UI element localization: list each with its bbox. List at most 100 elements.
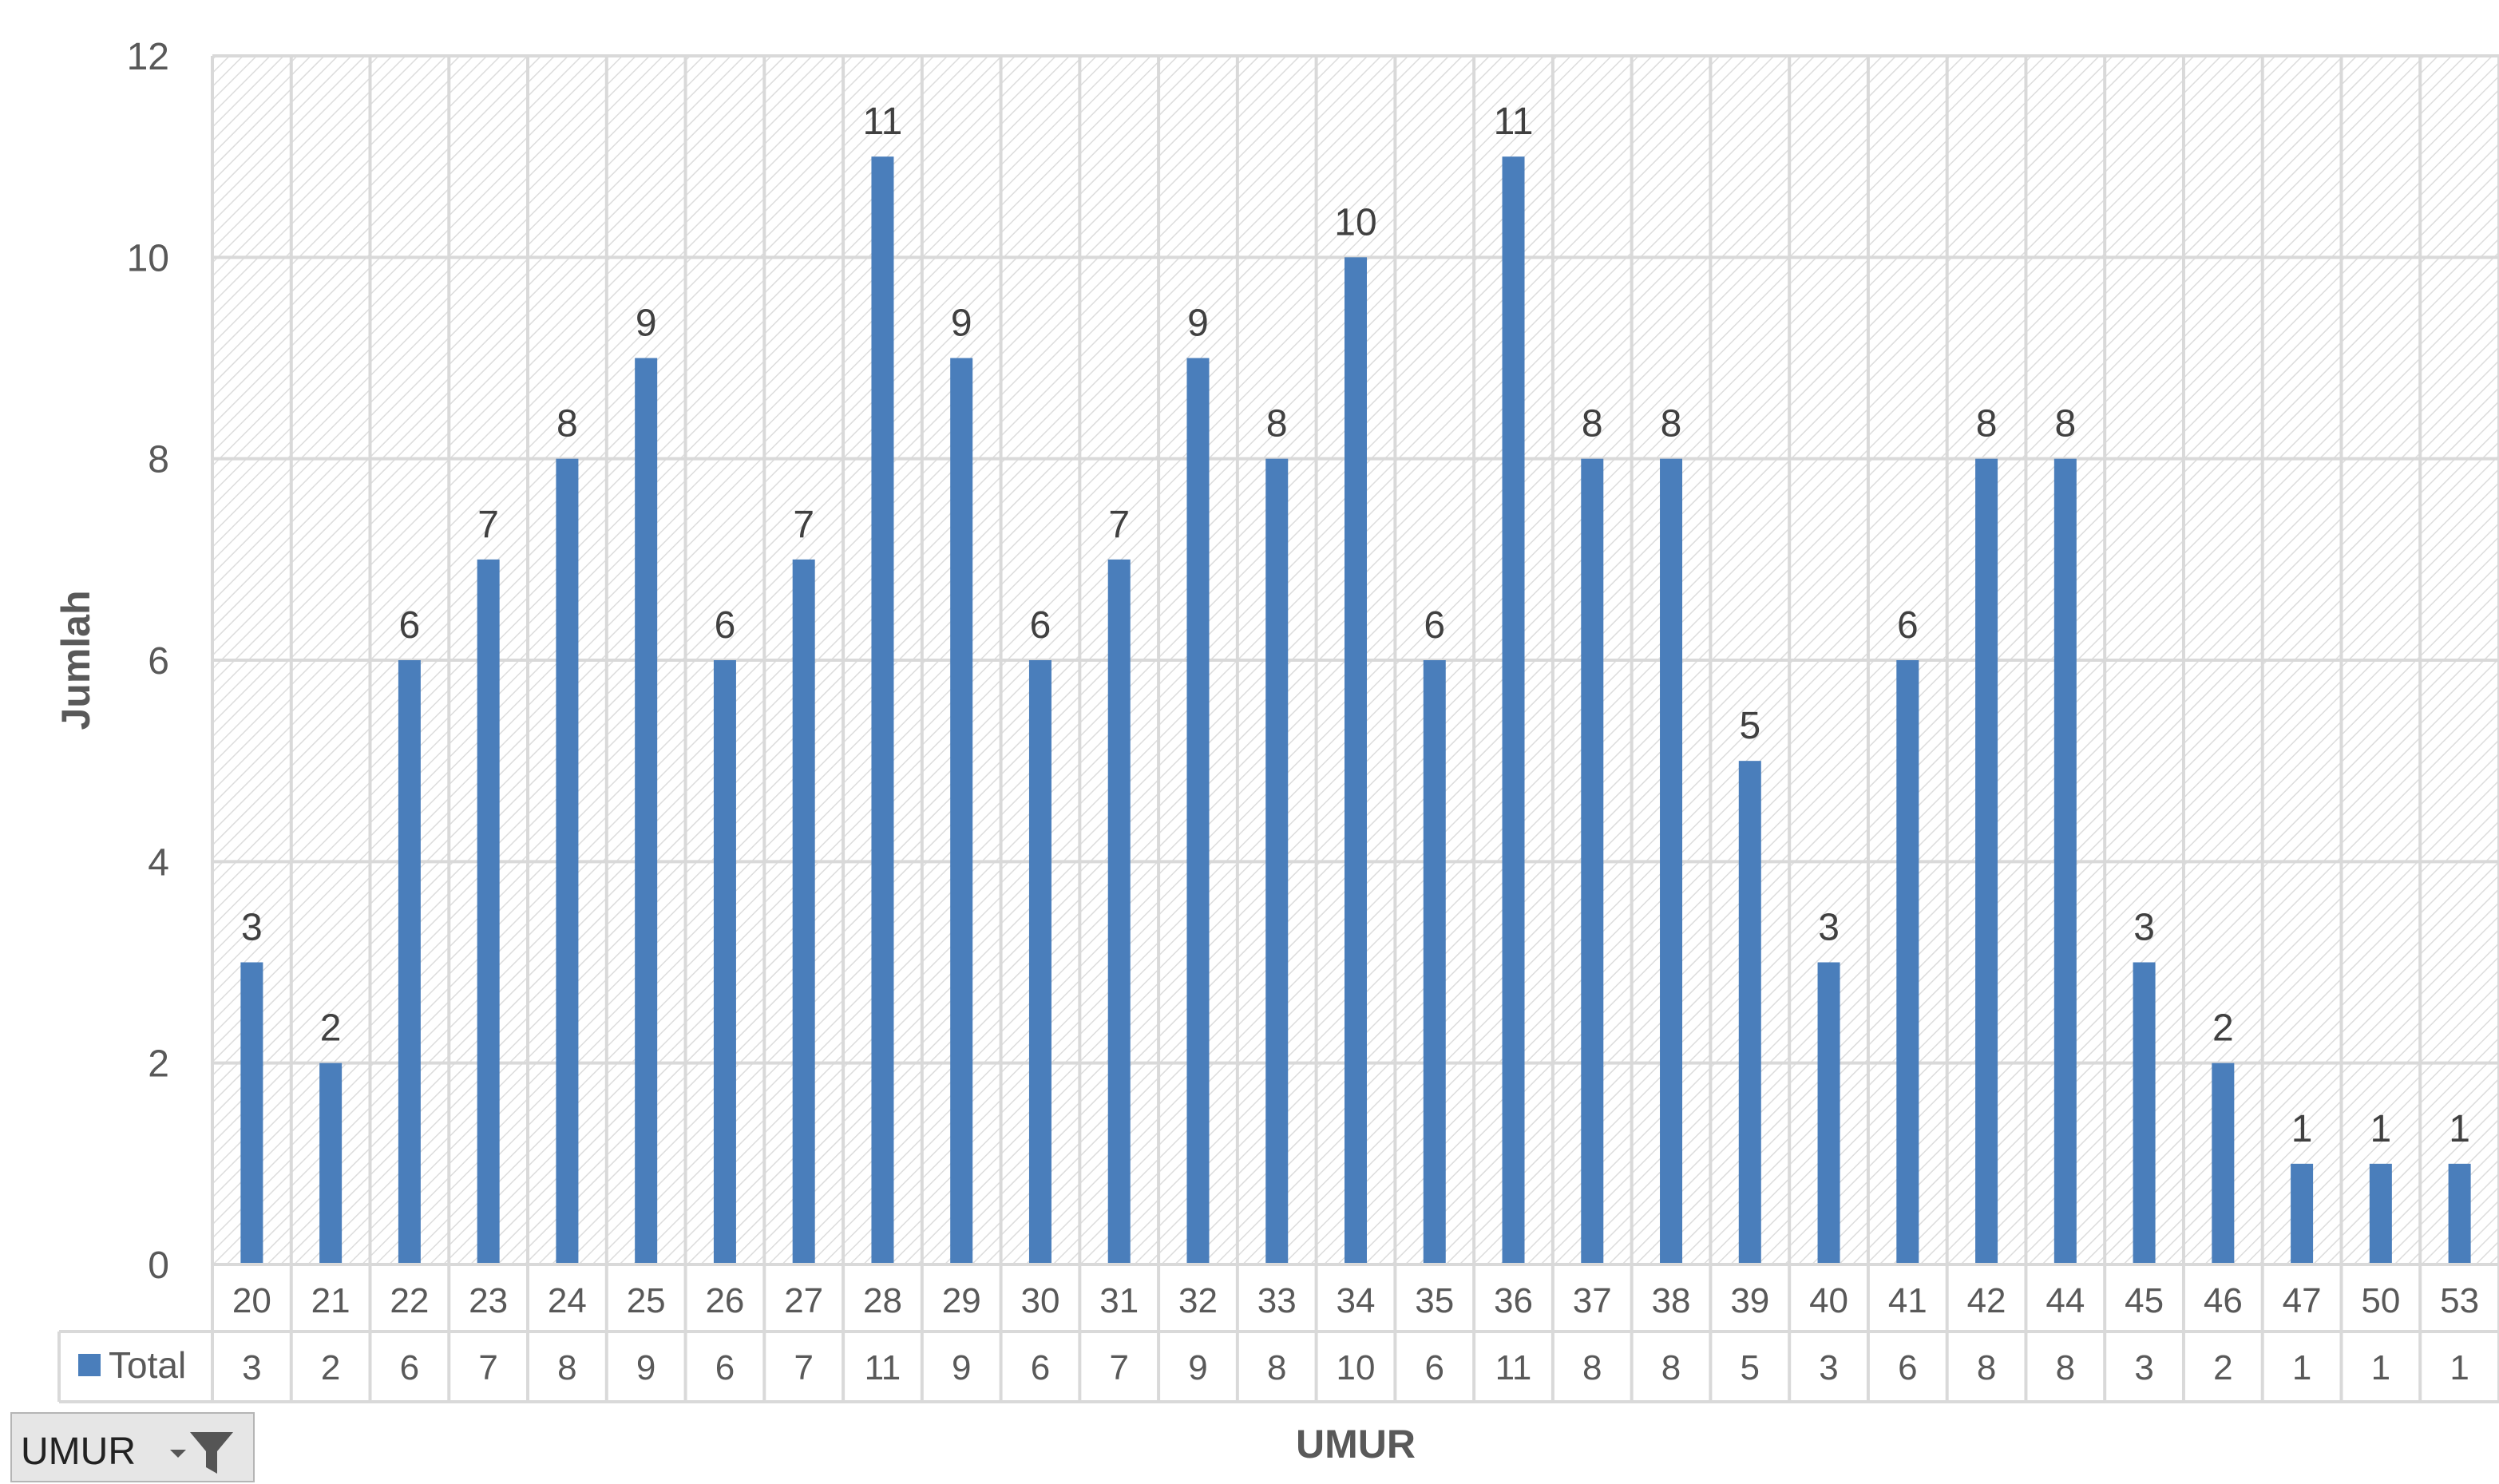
y-tick-label: 2 xyxy=(148,1043,169,1086)
data-label: 3 xyxy=(2133,907,2155,949)
x-tick-label: 46 xyxy=(2204,1281,2243,1320)
x-tick-label: 20 xyxy=(232,1281,271,1320)
bar xyxy=(1817,962,1840,1264)
x-tick-label: 36 xyxy=(1494,1281,1533,1320)
x-tick-label: 33 xyxy=(1257,1281,1297,1320)
bar xyxy=(1423,660,1446,1264)
bar xyxy=(477,559,500,1264)
x-tick-label: 24 xyxy=(548,1281,587,1320)
data-label: 8 xyxy=(1582,403,1603,445)
bar xyxy=(950,358,973,1264)
data-label: 9 xyxy=(636,303,657,345)
bar xyxy=(1028,660,1051,1264)
filter-button-label: UMUR xyxy=(21,1431,136,1473)
x-tick-label: 26 xyxy=(705,1281,744,1320)
bar xyxy=(1186,358,1210,1264)
table-value: 10 xyxy=(1337,1348,1376,1387)
x-tick-label: 39 xyxy=(1730,1281,1769,1320)
table-value: 2 xyxy=(2213,1348,2232,1387)
x-tick-label: 50 xyxy=(2361,1281,2400,1320)
bar xyxy=(1896,660,1919,1264)
table-value: 6 xyxy=(400,1348,419,1387)
table-value: 9 xyxy=(952,1348,971,1387)
data-label: 9 xyxy=(951,303,972,345)
umur-filter-button[interactable]: UMUR xyxy=(10,1412,255,1482)
y-tick-label: 8 xyxy=(148,439,169,481)
x-tick-label: 32 xyxy=(1178,1281,1218,1320)
table-value: 5 xyxy=(1741,1348,1760,1387)
bar xyxy=(2133,962,2156,1264)
table-value: 1 xyxy=(2371,1348,2390,1387)
bar xyxy=(1345,257,1367,1264)
table-value: 8 xyxy=(1661,1348,1681,1387)
bar xyxy=(240,962,263,1264)
table-value: 3 xyxy=(1819,1348,1838,1387)
table-value: 2 xyxy=(321,1348,340,1387)
data-label: 7 xyxy=(1108,504,1130,546)
filter-funnel-icon xyxy=(170,1432,233,1474)
y-tick-label: 10 xyxy=(127,237,169,279)
x-tick-label: 30 xyxy=(1020,1281,1059,1320)
x-tick-label: 45 xyxy=(2125,1281,2164,1320)
table-value: 3 xyxy=(242,1348,261,1387)
x-tick-label: 37 xyxy=(1573,1281,1612,1320)
bar xyxy=(1107,559,1131,1264)
y-tick-label: 6 xyxy=(148,640,169,683)
data-label: 3 xyxy=(1818,907,1840,949)
x-tick-label: 28 xyxy=(863,1281,902,1320)
x-tick-label: 41 xyxy=(1888,1281,1927,1320)
table-value: 11 xyxy=(865,1348,901,1387)
data-label: 8 xyxy=(2054,403,2076,445)
bar xyxy=(1975,458,1998,1264)
data-label: 6 xyxy=(1424,604,1445,647)
table-value: 3 xyxy=(2134,1348,2153,1387)
x-tick-label: 42 xyxy=(1967,1281,2006,1320)
y-tick-label: 0 xyxy=(148,1245,169,1287)
data-label: 7 xyxy=(477,504,499,546)
data-label: 6 xyxy=(1030,604,1051,647)
x-tick-label: 23 xyxy=(469,1281,508,1320)
table-value: 1 xyxy=(2449,1348,2469,1387)
table-value: 7 xyxy=(478,1348,497,1387)
x-axis-title: UMUR xyxy=(1296,1422,1416,1466)
y-axis-title: Jumlah xyxy=(53,590,98,730)
bar xyxy=(713,660,736,1264)
table-value: 6 xyxy=(1031,1348,1050,1387)
data-label: 8 xyxy=(556,403,578,445)
data-label: 7 xyxy=(793,504,814,546)
bar xyxy=(2369,1163,2392,1264)
data-label: 1 xyxy=(2449,1108,2470,1150)
bar xyxy=(1502,156,1525,1265)
bar xyxy=(1660,458,1683,1264)
x-tick-label: 40 xyxy=(1809,1281,1848,1320)
x-tick-label: 21 xyxy=(311,1281,350,1320)
data-label: 11 xyxy=(1494,101,1534,143)
table-value: 8 xyxy=(1582,1348,1602,1387)
x-tick-label: 47 xyxy=(2283,1281,2322,1320)
table-value: 8 xyxy=(2056,1348,2075,1387)
x-tick-label: 38 xyxy=(1652,1281,1691,1320)
x-tick-label: 53 xyxy=(2440,1281,2479,1320)
bar xyxy=(1738,761,1761,1264)
bar xyxy=(2212,1063,2235,1264)
table-value: 9 xyxy=(636,1348,655,1387)
y-tick-label: 12 xyxy=(127,36,169,78)
legend-swatch xyxy=(78,1354,101,1376)
data-label: 1 xyxy=(2370,1108,2392,1150)
data-label: 6 xyxy=(1897,604,1919,647)
table-value: 8 xyxy=(1267,1348,1286,1387)
y-tick-label: 4 xyxy=(148,841,169,884)
data-label: 3 xyxy=(241,907,263,949)
data-label: 5 xyxy=(1739,705,1760,747)
data-label: 8 xyxy=(1976,403,1998,445)
x-tick-label: 25 xyxy=(627,1281,666,1320)
table-value: 9 xyxy=(1188,1348,1207,1387)
legend: Total xyxy=(78,1344,186,1386)
data-label: 2 xyxy=(2212,1007,2234,1050)
bar xyxy=(319,1063,343,1264)
table-value: 6 xyxy=(1898,1348,1917,1387)
data-label: 1 xyxy=(2291,1108,2313,1150)
table-value: 7 xyxy=(1109,1348,1128,1387)
gridlines xyxy=(211,54,2499,1402)
